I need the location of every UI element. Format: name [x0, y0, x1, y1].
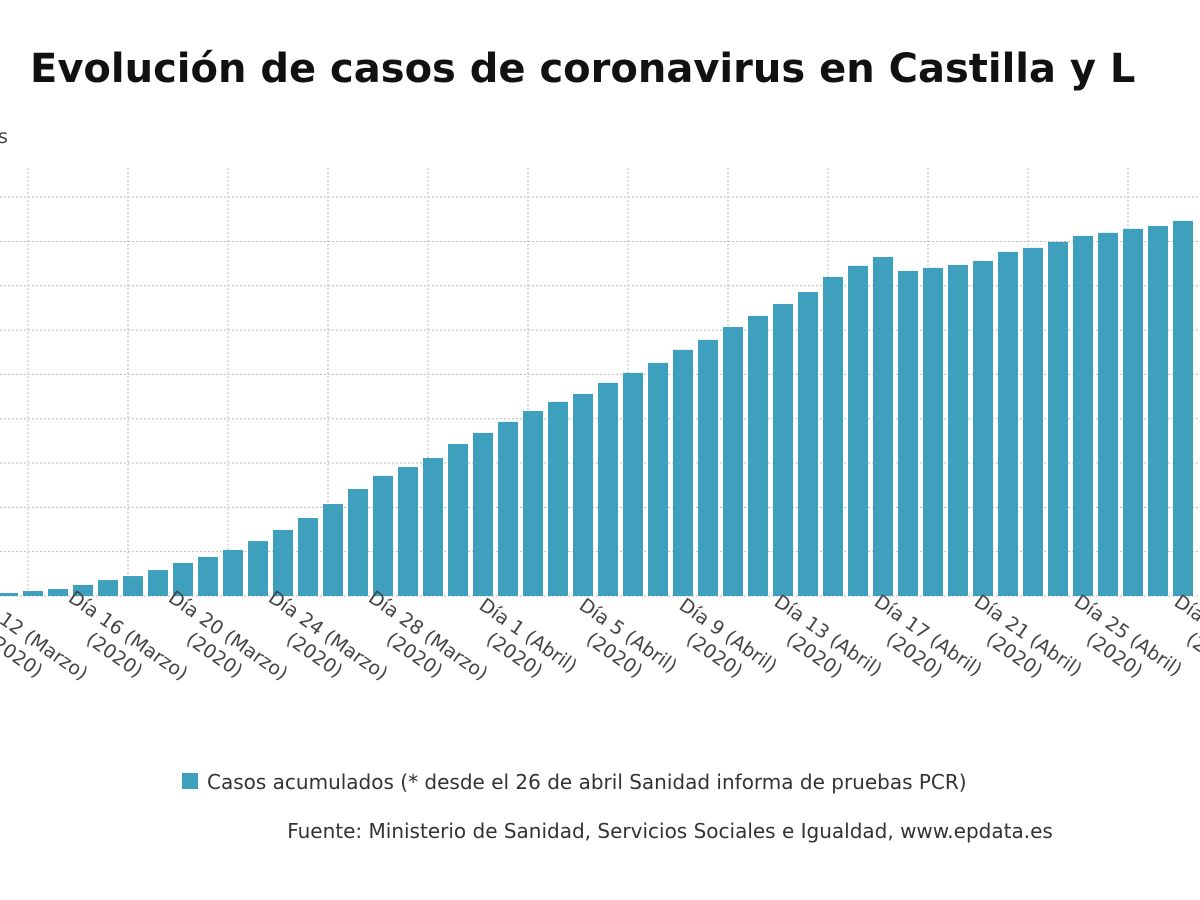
bar — [923, 267, 943, 596]
source: Fuente: Ministerio de Sanidad, Servicios… — [287, 819, 1053, 843]
bar — [73, 584, 93, 596]
x-tick-label: Día 13 (Abril)(2020) — [756, 591, 886, 701]
chart-title: Evolución de casos de coronavirus en Cas… — [30, 46, 1135, 92]
bar — [773, 303, 793, 596]
bar — [23, 591, 43, 596]
bar — [1148, 225, 1168, 596]
bar — [1073, 235, 1093, 596]
legend-swatch — [182, 773, 198, 789]
bar — [673, 349, 693, 596]
bar — [1098, 232, 1118, 597]
bar — [198, 557, 218, 596]
bar — [698, 339, 718, 596]
bar — [573, 393, 593, 596]
bar — [598, 382, 618, 596]
x-tick-label: Día 28 (Marzo)(2020) — [351, 587, 492, 705]
bar — [523, 410, 543, 596]
bar — [48, 589, 68, 596]
x-tick-label: Día 29 (Abril)(2020) — [1156, 591, 1200, 701]
bar — [273, 529, 293, 596]
x-tick-label: Día 9 (Abril)(2020) — [661, 594, 781, 697]
bar — [173, 562, 193, 596]
bar — [873, 256, 893, 596]
bar — [498, 421, 518, 596]
bar — [623, 372, 643, 596]
bar — [123, 576, 143, 596]
x-tick-label: Día 5 (Abril)(2020) — [561, 594, 681, 697]
bar — [973, 260, 993, 596]
bar — [448, 443, 468, 596]
bar — [723, 327, 743, 596]
bar — [748, 315, 768, 596]
bar — [423, 457, 443, 596]
bar — [548, 401, 568, 596]
bar — [798, 291, 818, 596]
bar — [348, 488, 368, 596]
bar — [473, 432, 493, 596]
bar — [648, 362, 668, 596]
x-tick-label: Día 25 (Abril)(2020) — [1056, 591, 1186, 701]
bar — [823, 276, 843, 596]
bar — [373, 475, 393, 596]
x-tick-label: Día 21 (Abril)(2020) — [956, 591, 1086, 701]
y-axis-label: s — [0, 126, 8, 148]
bar — [1023, 247, 1043, 596]
bar — [1173, 220, 1193, 597]
bar — [98, 580, 118, 596]
bar — [323, 504, 343, 596]
bar — [248, 541, 268, 596]
bar — [398, 467, 418, 596]
bar — [998, 251, 1018, 597]
bar — [298, 518, 318, 596]
bar — [0, 593, 18, 596]
legend-label: Casos acumulados (* desde el 26 de abril… — [207, 770, 967, 794]
bar — [898, 270, 918, 596]
bar — [223, 549, 243, 596]
x-tick-label: Día 17 (Abril)(2020) — [856, 591, 986, 701]
bar — [1123, 228, 1143, 596]
bar — [848, 265, 868, 596]
bar — [148, 570, 168, 596]
bar — [1048, 241, 1068, 596]
bar — [948, 264, 968, 596]
